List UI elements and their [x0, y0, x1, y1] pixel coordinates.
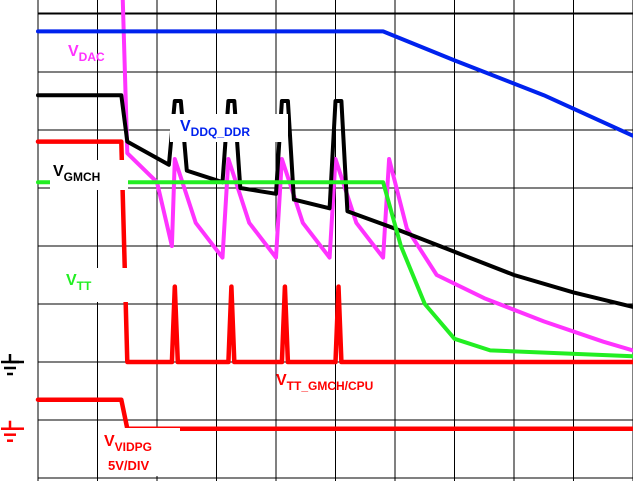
trace-vtt — [36, 180, 633, 359]
trace-vgmch — [36, 93, 633, 309]
label-vtt: VTT — [66, 272, 92, 293]
label-background — [50, 160, 128, 190]
trace-labels: VDAC VDDQ_DDR VGMCH VTT VTT_GMCH/CPU VVI… — [50, 43, 373, 476]
label-background — [50, 268, 128, 302]
label-background — [170, 114, 288, 142]
ground-marker-black — [1, 354, 24, 376]
trace-vddq-ddr — [36, 29, 633, 138]
trace-vtt-gmch-cpu — [35, 139, 633, 365]
label-background — [100, 428, 180, 476]
ground-markers — [1, 354, 24, 442]
label-scale: 5V/DIV — [108, 458, 150, 473]
ground-marker-red — [1, 420, 24, 442]
traces — [35, 0, 633, 431]
label-vvidpg: VVIDPG — [104, 433, 152, 454]
label-vgmch: VGMCH — [53, 163, 100, 184]
label-vddq-ddr: VDDQ_DDR — [180, 118, 250, 139]
grid — [37, 0, 633, 481]
label-vdac: VDAC — [68, 43, 105, 64]
label-vtt-gmch-cpu: VTT_GMCH/CPU — [276, 372, 373, 393]
trace-vvidpg — [35, 397, 633, 431]
